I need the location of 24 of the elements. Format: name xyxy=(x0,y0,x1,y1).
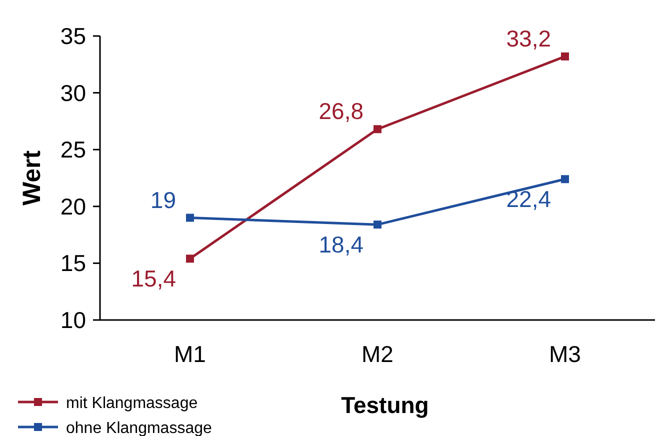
point xyxy=(374,125,382,134)
data-label: 19 xyxy=(150,186,176,213)
data-label: 15,4 xyxy=(131,266,176,292)
y-tick-label: 20 xyxy=(60,193,86,220)
y-tick-label: 25 xyxy=(60,136,86,163)
y-tick-label: 10 xyxy=(60,307,86,333)
x-tick-label: M2 xyxy=(362,341,394,367)
point xyxy=(561,175,569,184)
y-axis-title: Wert xyxy=(18,150,46,206)
data-label: 18,4 xyxy=(318,232,364,258)
point xyxy=(561,52,569,60)
data-label: 33,2 xyxy=(506,25,551,52)
y-tick-label: 30 xyxy=(60,80,86,106)
point xyxy=(374,220,382,229)
legend-label: mit Klangmassage xyxy=(66,395,198,412)
legend-label: ohne Klangmassage xyxy=(66,420,212,436)
y-tick-label: 35 xyxy=(60,23,86,49)
x-tick-label: M3 xyxy=(549,341,581,367)
x-axis-title: Testung xyxy=(341,392,429,418)
data-label: 26,8 xyxy=(318,98,364,124)
point xyxy=(186,254,194,263)
y-tick-label: 15 xyxy=(60,250,86,276)
point xyxy=(186,214,194,222)
x-tick-label: M1 xyxy=(174,341,206,367)
